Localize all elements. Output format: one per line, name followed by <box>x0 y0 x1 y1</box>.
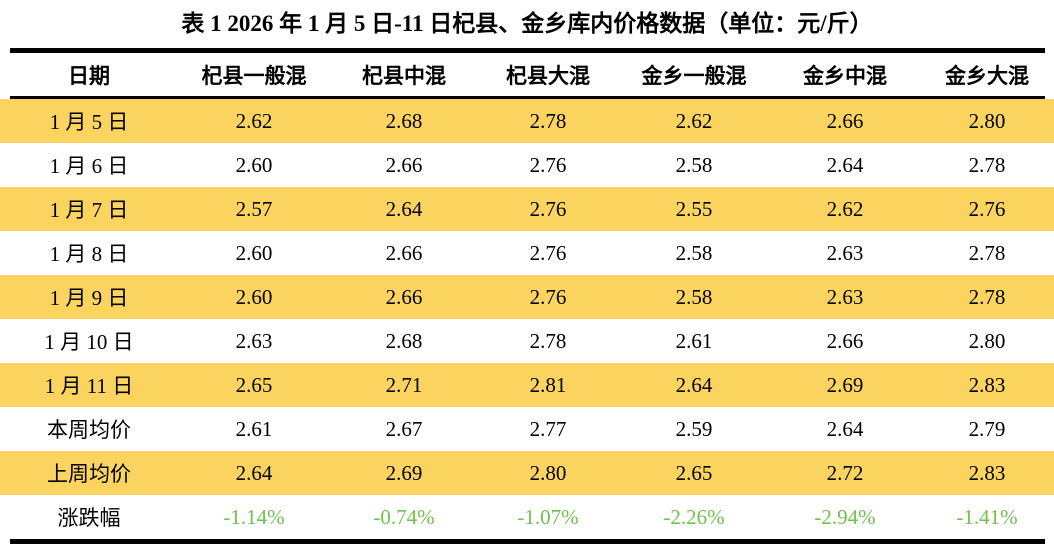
value-cell: 2.58 <box>675 240 713 265</box>
value-cell: 2.65 <box>675 460 713 485</box>
value-cell: 2.55 <box>675 196 713 221</box>
table-row: 1 月 5 日 2.62 2.68 2.78 2.62 2.66 2.80 <box>0 99 1054 143</box>
value-cell: 2.72 <box>826 460 864 485</box>
table-header-rule <box>10 96 1045 99</box>
value-cell: 2.61 <box>675 328 713 353</box>
value-cell: 2.80 <box>968 328 1006 353</box>
table-row-last-week-average: 上周均价 2.64 2.69 2.80 2.65 2.72 2.83 <box>0 451 1054 495</box>
table-row: 1 月 11 日 2.65 2.71 2.81 2.64 2.69 2.83 <box>0 363 1054 407</box>
value-cell: 2.63 <box>826 284 864 309</box>
column-header-qixian-da: 杞县大混 <box>506 63 590 88</box>
value-cell: 2.71 <box>385 372 423 397</box>
value-cell: 2.67 <box>385 416 423 441</box>
change-value-cell: -2.26% <box>663 504 725 529</box>
value-cell: 2.79 <box>968 416 1006 441</box>
change-value-cell: -2.94% <box>814 504 876 529</box>
value-cell: 2.64 <box>385 196 423 221</box>
value-cell: 2.81 <box>529 372 567 397</box>
value-cell: 2.64 <box>826 416 864 441</box>
value-cell: 2.62 <box>235 108 273 133</box>
value-cell: 2.69 <box>826 372 864 397</box>
value-cell: 2.57 <box>235 196 273 221</box>
value-cell: 2.80 <box>968 108 1006 133</box>
value-cell: 2.80 <box>529 460 567 485</box>
table-bottom-rule <box>10 539 1045 544</box>
column-header-qixian-zhong: 杞县中混 <box>362 63 446 88</box>
value-cell: 2.76 <box>529 284 567 309</box>
table-row: 1 月 8 日 2.60 2.66 2.76 2.58 2.63 2.78 <box>0 231 1054 275</box>
value-cell: 2.66 <box>385 152 423 177</box>
table-top-rule <box>10 48 1045 53</box>
table-row: 1 月 6 日 2.60 2.66 2.76 2.58 2.64 2.78 <box>0 143 1054 187</box>
value-cell: 2.68 <box>385 108 423 133</box>
value-cell: 2.61 <box>235 416 273 441</box>
value-cell: 2.83 <box>968 372 1006 397</box>
value-cell: 2.66 <box>385 284 423 309</box>
date-cell: 1 月 11 日 <box>44 374 134 398</box>
date-cell: 1 月 10 日 <box>44 330 134 354</box>
value-cell: 2.58 <box>675 152 713 177</box>
value-cell: 2.78 <box>968 240 1006 265</box>
value-cell: 2.78 <box>968 284 1006 309</box>
value-cell: 2.76 <box>529 152 567 177</box>
column-header-jinxiang-yiban: 金乡一般混 <box>641 63 747 88</box>
row-label-cell: 涨跌幅 <box>57 506 121 530</box>
date-cell: 1 月 9 日 <box>49 286 129 310</box>
value-cell: 2.66 <box>385 240 423 265</box>
value-cell: 2.60 <box>235 152 273 177</box>
column-header-qixian-yiban: 杞县一般混 <box>201 63 307 88</box>
column-header-date: 日期 <box>68 63 110 88</box>
column-header-jinxiang-zhong: 金乡中混 <box>803 63 887 88</box>
date-cell: 1 月 7 日 <box>49 198 129 222</box>
value-cell: 2.64 <box>675 372 713 397</box>
value-cell: 2.78 <box>529 328 567 353</box>
table-header-row: 日期 杞县一般混 杞县中混 杞县大混 金乡一般混 金乡中混 金乡大混 <box>0 53 1054 96</box>
column-header-jinxiang-da: 金乡大混 <box>945 63 1029 88</box>
value-cell: 2.64 <box>235 460 273 485</box>
change-value-cell: -1.07% <box>517 504 579 529</box>
value-cell: 2.76 <box>529 196 567 221</box>
value-cell: 2.62 <box>675 108 713 133</box>
row-label-cell: 本周均价 <box>47 418 131 442</box>
date-cell: 1 月 5 日 <box>49 110 129 134</box>
value-cell: 2.78 <box>968 152 1006 177</box>
value-cell: 2.77 <box>529 416 567 441</box>
date-cell: 1 月 8 日 <box>49 242 129 266</box>
value-cell: 2.63 <box>826 240 864 265</box>
table-row: 1 月 10 日 2.63 2.68 2.78 2.61 2.66 2.80 <box>0 319 1054 363</box>
value-cell: 2.68 <box>385 328 423 353</box>
row-label-cell: 上周均价 <box>47 462 131 486</box>
date-cell: 1 月 6 日 <box>49 154 129 178</box>
value-cell: 2.60 <box>235 284 273 309</box>
page-title: 表 1 2026 年 1 月 5 日-11 日杞县、金乡库内价格数据（单位：元/… <box>181 11 873 36</box>
value-cell: 2.62 <box>826 196 864 221</box>
value-cell: 2.66 <box>826 108 864 133</box>
table-row-change-percent: 涨跌幅 -1.14% -0.74% -1.07% -2.26% -2.94% -… <box>0 495 1054 539</box>
value-cell: 2.76 <box>968 196 1006 221</box>
table-row-week-average: 本周均价 2.61 2.67 2.77 2.59 2.64 2.79 <box>0 407 1054 451</box>
value-cell: 2.76 <box>529 240 567 265</box>
value-cell: 2.60 <box>235 240 273 265</box>
change-value-cell: -1.41% <box>956 504 1018 529</box>
value-cell: 2.69 <box>385 460 423 485</box>
change-value-cell: -1.14% <box>223 504 285 529</box>
table-body: 1 月 5 日 2.62 2.68 2.78 2.62 2.66 2.80 1 … <box>0 99 1054 539</box>
value-cell: 2.59 <box>675 416 713 441</box>
table-row: 1 月 9 日 2.60 2.66 2.76 2.58 2.63 2.78 <box>0 275 1054 319</box>
value-cell: 2.65 <box>235 372 273 397</box>
value-cell: 2.83 <box>968 460 1006 485</box>
value-cell: 2.63 <box>235 328 273 353</box>
value-cell: 2.78 <box>529 108 567 133</box>
table-row: 1 月 7 日 2.57 2.64 2.76 2.55 2.62 2.76 <box>0 187 1054 231</box>
value-cell: 2.66 <box>826 328 864 353</box>
value-cell: 2.58 <box>675 284 713 309</box>
change-value-cell: -0.74% <box>373 504 435 529</box>
value-cell: 2.64 <box>826 152 864 177</box>
